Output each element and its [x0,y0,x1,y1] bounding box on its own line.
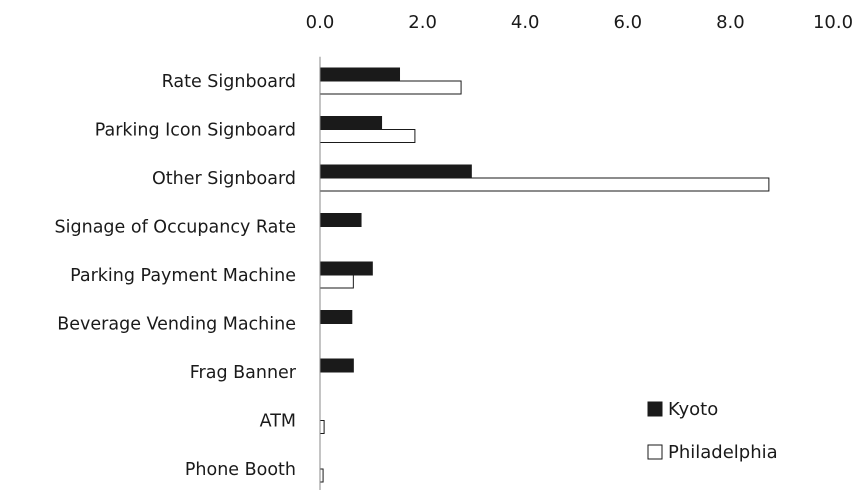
x-tick-label: 4.0 [511,12,540,33]
category-labels: Rate Signboard Parking Icon Signboard Othe… [55,72,297,480]
category-label: Beverage Vending Machine [57,315,296,335]
legend-swatch-kyoto [647,401,663,417]
x-tick-label: 10.0 [813,12,853,33]
x-tick-label: 6.0 [613,12,642,33]
kyoto-bar [319,116,383,130]
kyoto-bar [319,164,472,179]
category-label: Phone Booth [185,460,296,480]
kyoto-bar [319,213,362,227]
category-label: ATM [260,412,296,432]
category-label: Parking Icon Signboard [95,121,296,141]
category-label: Parking Payment Machine [70,266,296,286]
category-label: Signage of Occupancy Rate [55,218,296,238]
x-axis: 0.0 2.0 4.0 6.0 8.0 10.0 [306,12,853,33]
kyoto-bar [319,310,353,324]
kyoto-bar [319,358,354,373]
category-label: Other Signboard [152,169,296,189]
legend-label-philadelphia: Philadelphia [668,442,778,463]
category-label: Frag Banner [190,363,297,383]
x-tick-label: 8.0 [716,12,745,33]
legend: Kyoto Philadelphia [647,399,778,463]
x-tick-label: 2.0 [408,12,437,33]
x-tick-label: 0.0 [306,12,335,33]
category-label: Rate Signboard [162,72,296,92]
philadelphia-bar [319,129,416,143]
philadelphia-bar [319,420,325,434]
legend-label-kyoto: Kyoto [668,399,718,420]
philadelphia-bar [319,177,770,192]
legend-swatch-philadelphia [647,444,663,460]
kyoto-bar [319,67,401,82]
philadelphia-bar [319,274,354,289]
kyoto-bar [319,261,373,276]
philadelphia-bar [319,80,462,95]
